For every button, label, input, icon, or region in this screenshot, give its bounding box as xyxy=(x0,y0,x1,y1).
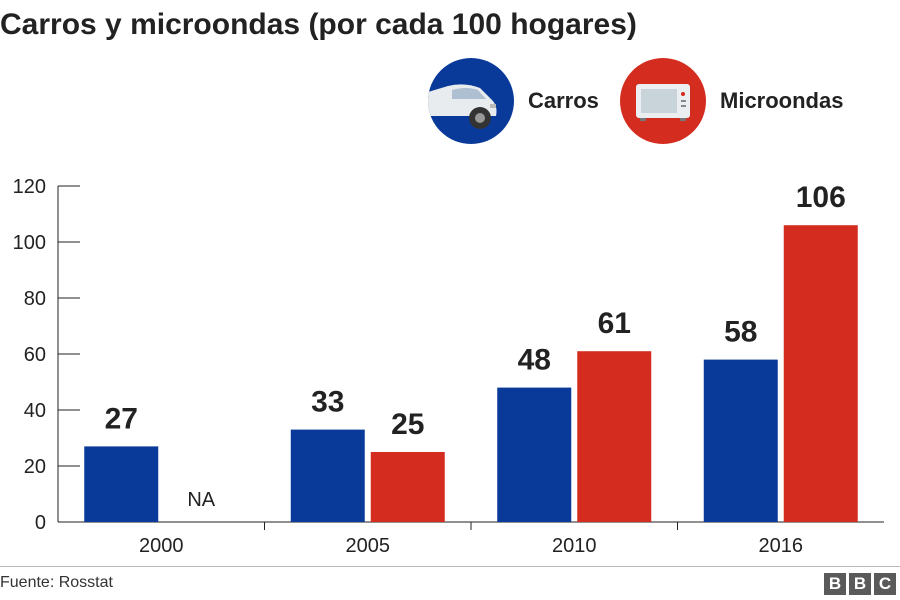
bar xyxy=(783,225,858,522)
y-tick-label: 120 xyxy=(13,176,46,198)
y-tick-label: 0 xyxy=(35,512,46,534)
bbc-logo-letter: B xyxy=(824,573,846,595)
data-label: 58 xyxy=(724,316,757,349)
car-icon xyxy=(428,58,514,144)
x-tick-label: 2016 xyxy=(759,535,804,557)
bbc-logo: B B C xyxy=(824,573,896,595)
data-label: 25 xyxy=(391,408,424,441)
bar xyxy=(703,359,778,522)
y-tick-label: 40 xyxy=(24,400,46,422)
footer-divider xyxy=(0,566,900,567)
bar xyxy=(290,429,365,522)
microwave-icon xyxy=(620,58,706,144)
bar xyxy=(84,446,159,522)
data-label: 48 xyxy=(518,344,551,377)
data-label: 61 xyxy=(598,307,631,340)
data-label: 33 xyxy=(311,386,344,419)
x-tick-label: 2010 xyxy=(552,535,597,557)
legend-item-carros: Carros xyxy=(428,58,599,144)
legend-label-carros: Carros xyxy=(528,88,599,113)
source-note: Fuente: Rosstat xyxy=(0,574,113,591)
y-tick-label: 60 xyxy=(24,344,46,366)
bar xyxy=(370,452,445,522)
bbc-logo-letter: C xyxy=(874,573,896,595)
x-tick-label: 2005 xyxy=(346,535,391,557)
chart-title: Carros y microondas (por cada 100 hogare… xyxy=(0,8,637,41)
x-tick-label: 2000 xyxy=(139,535,184,557)
data-label: 27 xyxy=(105,402,138,435)
y-tick-label: 80 xyxy=(24,288,46,310)
legend-item-microondas: Microondas xyxy=(620,58,843,144)
legend-label-microondas: Microondas xyxy=(720,88,844,113)
bbc-logo-letter: B xyxy=(849,573,871,595)
y-tick-label: 20 xyxy=(24,456,46,478)
data-label-na: NA xyxy=(187,489,215,511)
bar xyxy=(577,351,652,522)
bar xyxy=(497,387,572,522)
y-tick-label: 100 xyxy=(13,232,46,254)
data-label: 106 xyxy=(796,181,846,214)
